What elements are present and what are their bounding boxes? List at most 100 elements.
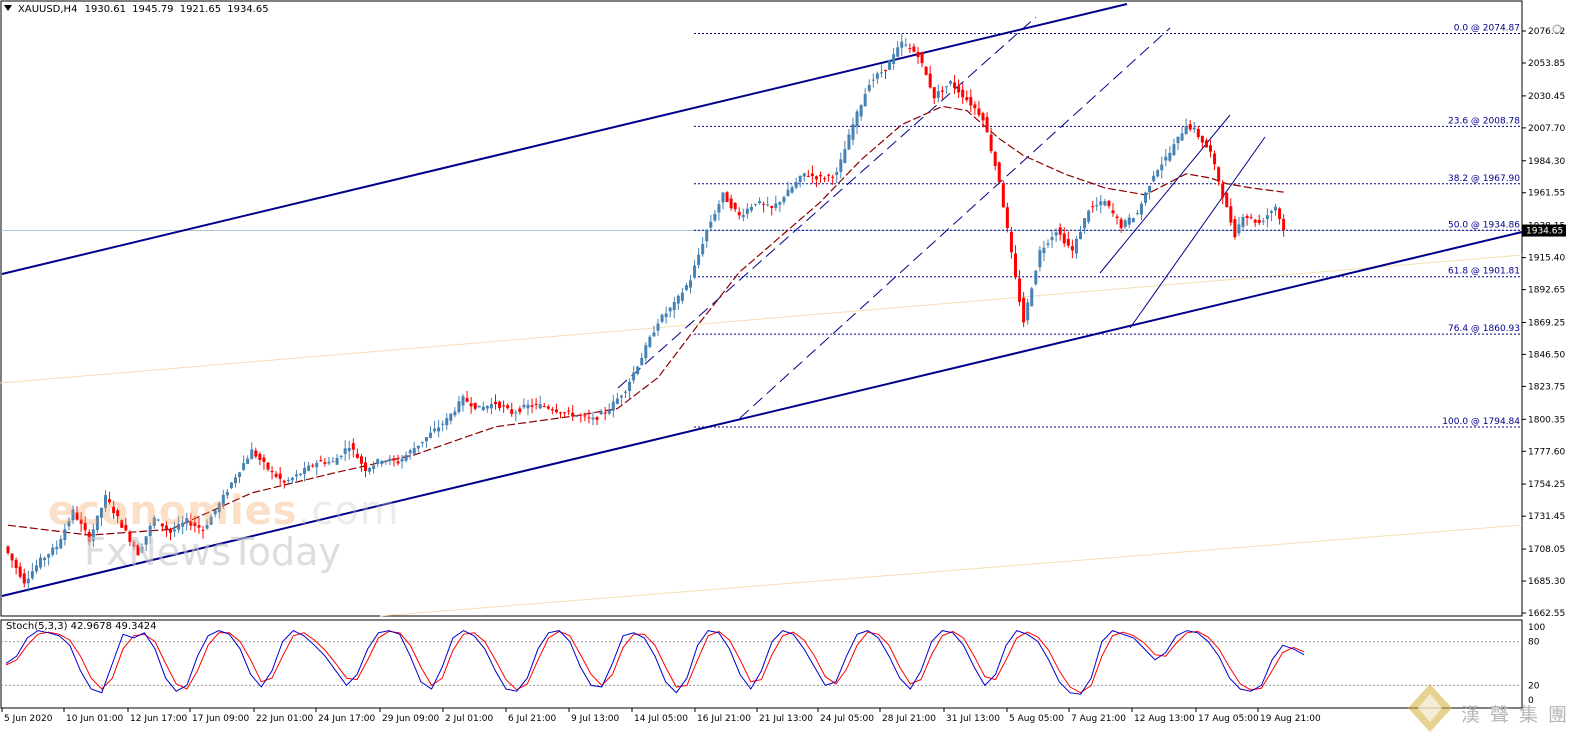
rising-wedge-upper xyxy=(1099,114,1231,274)
candle-body xyxy=(725,192,729,202)
price-axis[interactable]: 2076.62 2053.85 2030.45 2007.70 1984.30 1961.… xyxy=(1522,24,1566,619)
candle-body xyxy=(1099,201,1103,206)
candle-body xyxy=(729,198,733,209)
candle-body xyxy=(323,462,327,464)
current-price-box xyxy=(1522,224,1566,237)
candle-body xyxy=(335,457,339,465)
candle-body xyxy=(900,41,904,48)
candle-body xyxy=(1180,133,1184,141)
stoch-axis-label: 0 xyxy=(1528,696,1534,706)
candle-body xyxy=(1062,233,1066,244)
candle-body xyxy=(904,44,908,46)
candle-body xyxy=(453,411,457,416)
candle-body xyxy=(18,566,22,577)
candle-body xyxy=(1127,217,1131,225)
candle-body xyxy=(87,531,91,542)
candle-body xyxy=(603,412,607,414)
candle-body xyxy=(449,413,453,421)
candle-body xyxy=(770,206,774,208)
candle-body xyxy=(867,85,871,91)
y-tick-label: 1915.40 xyxy=(1528,254,1565,264)
candle-body xyxy=(1188,124,1192,130)
symbol-dropdown-icon[interactable] xyxy=(4,5,12,11)
candle-body xyxy=(1278,208,1282,219)
y-tick-label: 2030.45 xyxy=(1528,92,1565,102)
candle-body xyxy=(266,462,270,470)
fib-level-label: 38.2 @ 1967.90 xyxy=(1448,174,1520,184)
candle-body xyxy=(721,192,725,203)
candle-body xyxy=(522,404,526,408)
candle-body xyxy=(587,417,591,419)
x-tick-label: 14 Jul 05:00 xyxy=(634,714,688,724)
scroll-arrow-icon[interactable] xyxy=(1552,24,1562,34)
candle-body xyxy=(1018,278,1022,302)
candle-body xyxy=(1009,231,1013,253)
candle-body xyxy=(1095,205,1099,207)
candle-body xyxy=(331,461,335,463)
chart-background xyxy=(0,0,1523,709)
candle-body xyxy=(1001,183,1005,208)
fib-level-label: 76.4 @ 1860.93 xyxy=(1448,324,1520,334)
stochastic-panel[interactable]: 100 80 20 0 xyxy=(1,623,1545,706)
candle-body xyxy=(839,159,843,172)
candle-body xyxy=(197,525,201,528)
trend-channels[interactable] xyxy=(1,3,1523,597)
candle-body xyxy=(1204,140,1208,148)
candle-body xyxy=(384,460,388,462)
candle-body xyxy=(1274,206,1277,211)
candle-body xyxy=(250,449,254,460)
candle-body xyxy=(932,87,936,99)
candle-body xyxy=(636,366,640,374)
candle-body xyxy=(1282,218,1286,230)
candle-body xyxy=(542,405,546,407)
candle-body xyxy=(315,462,319,468)
candle-body xyxy=(871,79,875,81)
candle-body xyxy=(457,401,461,413)
candle-body xyxy=(554,409,558,413)
x-tick-label: 5 Jun 2020 xyxy=(4,714,53,724)
y-tick-label: 1662.55 xyxy=(1528,609,1565,619)
candle-body xyxy=(1172,144,1176,156)
candle-body xyxy=(303,468,307,474)
candle-body xyxy=(91,529,95,541)
candle-body xyxy=(798,175,802,183)
candle-body xyxy=(376,459,380,464)
candle-body xyxy=(538,404,542,409)
x-tick-label: 7 Aug 21:00 xyxy=(1071,714,1126,724)
candle-body xyxy=(1241,217,1245,227)
fib-level-label: 0.0 @ 2074.87 xyxy=(1454,23,1520,33)
candle-body xyxy=(1253,219,1257,223)
candle-body xyxy=(392,458,396,461)
candle-body xyxy=(758,201,762,204)
candle-body xyxy=(461,396,465,406)
x-tick-label: 12 Aug 13:00 xyxy=(1134,714,1195,724)
candle-body xyxy=(668,307,672,312)
x-tick-label: 6 Jul 21:00 xyxy=(508,714,557,724)
stoch-pane-border xyxy=(0,619,1523,709)
candle-body xyxy=(1209,145,1212,152)
candle-body xyxy=(1026,302,1030,321)
x-tick-label: 24 Jun 17:00 xyxy=(318,714,375,724)
fibonacci-levels[interactable]: 0.0 @ 2074.87 23.6 @ 2008.78 38.2 @ 1967.9… xyxy=(694,23,1522,428)
candle-body xyxy=(1111,210,1115,214)
candle-body xyxy=(481,406,485,411)
candle-body xyxy=(169,528,172,533)
candle-body xyxy=(697,254,701,265)
candle-body xyxy=(640,357,644,366)
candle-body xyxy=(1148,186,1152,193)
logo-text: 漢聲集團 xyxy=(1461,704,1578,726)
candle-body xyxy=(311,465,315,467)
candle-body xyxy=(120,520,124,528)
candle-body xyxy=(156,519,160,521)
candle-body xyxy=(810,173,814,176)
candle-body xyxy=(1217,167,1221,182)
candle-body xyxy=(424,437,428,442)
pale-trend-line xyxy=(379,524,1523,617)
candle-body xyxy=(550,409,554,411)
candle-body xyxy=(319,460,323,462)
time-axis[interactable]: 5 Jun 2020 10 Jun 01:00 12 Jun 17:00 17 Jun… xyxy=(1,708,1321,724)
candle-body xyxy=(290,477,294,481)
candle-body xyxy=(575,415,579,417)
candle-body xyxy=(404,454,408,461)
